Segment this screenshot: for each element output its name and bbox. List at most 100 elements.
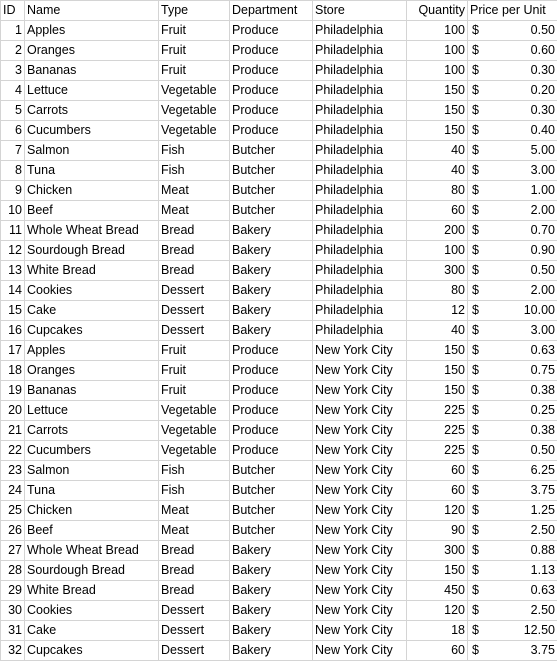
cell-quantity[interactable]: 120 [406, 600, 468, 621]
cell-department[interactable]: Butcher [229, 140, 313, 161]
cell-store[interactable]: New York City [312, 440, 407, 461]
cell-name[interactable]: Beef [24, 520, 159, 541]
cell-store[interactable]: Philadelphia [312, 140, 407, 161]
cell-id[interactable]: 11 [0, 220, 25, 241]
cell-name[interactable]: Cucumbers [24, 440, 159, 461]
cell-department[interactable]: Bakery [229, 640, 313, 661]
cell-type[interactable]: Fruit [158, 60, 230, 81]
cell-store[interactable]: New York City [312, 520, 407, 541]
cell-store[interactable]: New York City [312, 620, 407, 641]
cell-type[interactable]: Fish [158, 460, 230, 481]
cell-price-per-unit[interactable]: $0.50 [467, 260, 557, 281]
cell-id[interactable]: 16 [0, 320, 25, 341]
cell-price-per-unit[interactable]: $0.30 [467, 100, 557, 121]
cell-price-per-unit[interactable]: $10.00 [467, 300, 557, 321]
cell-name[interactable]: Carrots [24, 420, 159, 441]
cell-store[interactable]: Philadelphia [312, 320, 407, 341]
cell-store[interactable]: Philadelphia [312, 220, 407, 241]
cell-quantity[interactable]: 40 [406, 160, 468, 181]
cell-price-per-unit[interactable]: $3.75 [467, 640, 557, 661]
cell-id[interactable]: 22 [0, 440, 25, 461]
cell-type[interactable]: Fish [158, 160, 230, 181]
cell-id[interactable]: 32 [0, 640, 25, 661]
cell-price-per-unit[interactable]: $0.50 [467, 20, 557, 41]
cell-store[interactable]: Philadelphia [312, 200, 407, 221]
cell-name[interactable]: Chicken [24, 180, 159, 201]
cell-department[interactable]: Produce [229, 60, 313, 81]
cell-quantity[interactable]: 200 [406, 220, 468, 241]
cell-department[interactable]: Produce [229, 400, 313, 421]
cell-id[interactable]: 30 [0, 600, 25, 621]
header-name[interactable]: Name [24, 0, 159, 21]
cell-quantity[interactable]: 60 [406, 480, 468, 501]
cell-name[interactable]: Sourdough Bread [24, 560, 159, 581]
cell-price-per-unit[interactable]: $0.38 [467, 420, 557, 441]
header-id[interactable]: ID [0, 0, 25, 21]
cell-name[interactable]: Tuna [24, 480, 159, 501]
cell-store[interactable]: New York City [312, 600, 407, 621]
cell-type[interactable]: Dessert [158, 640, 230, 661]
cell-id[interactable]: 23 [0, 460, 25, 481]
cell-quantity[interactable]: 18 [406, 620, 468, 641]
cell-price-per-unit[interactable]: $2.50 [467, 600, 557, 621]
cell-type[interactable]: Fruit [158, 380, 230, 401]
cell-department[interactable]: Butcher [229, 200, 313, 221]
cell-id[interactable]: 3 [0, 60, 25, 81]
cell-price-per-unit[interactable]: $0.75 [467, 360, 557, 381]
cell-id[interactable]: 18 [0, 360, 25, 381]
cell-type[interactable]: Bread [158, 580, 230, 601]
cell-store[interactable]: New York City [312, 360, 407, 381]
header-store[interactable]: Store [312, 0, 407, 21]
cell-price-per-unit[interactable]: $5.00 [467, 140, 557, 161]
cell-department[interactable]: Bakery [229, 300, 313, 321]
cell-name[interactable]: Cookies [24, 280, 159, 301]
cell-department[interactable]: Bakery [229, 620, 313, 641]
cell-price-per-unit[interactable]: $0.63 [467, 340, 557, 361]
cell-department[interactable]: Butcher [229, 480, 313, 501]
cell-price-per-unit[interactable]: $0.40 [467, 120, 557, 141]
cell-department[interactable]: Bakery [229, 560, 313, 581]
cell-name[interactable]: Cucumbers [24, 120, 159, 141]
cell-quantity[interactable]: 40 [406, 320, 468, 341]
cell-department[interactable]: Bakery [229, 580, 313, 601]
cell-department[interactable]: Produce [229, 360, 313, 381]
cell-store[interactable]: New York City [312, 400, 407, 421]
cell-name[interactable]: Oranges [24, 40, 159, 61]
cell-store[interactable]: Philadelphia [312, 240, 407, 261]
cell-store[interactable]: Philadelphia [312, 280, 407, 301]
cell-quantity[interactable]: 225 [406, 420, 468, 441]
cell-type[interactable]: Dessert [158, 280, 230, 301]
cell-department[interactable]: Bakery [229, 240, 313, 261]
cell-price-per-unit[interactable]: $6.25 [467, 460, 557, 481]
cell-id[interactable]: 25 [0, 500, 25, 521]
cell-type[interactable]: Fruit [158, 360, 230, 381]
cell-price-per-unit[interactable]: $3.00 [467, 320, 557, 341]
cell-price-per-unit[interactable]: $0.20 [467, 80, 557, 101]
cell-id[interactable]: 21 [0, 420, 25, 441]
cell-store[interactable]: Philadelphia [312, 60, 407, 81]
cell-id[interactable]: 5 [0, 100, 25, 121]
cell-name[interactable]: White Bread [24, 580, 159, 601]
cell-type[interactable]: Meat [158, 180, 230, 201]
cell-quantity[interactable]: 40 [406, 140, 468, 161]
cell-name[interactable]: Whole Wheat Bread [24, 220, 159, 241]
cell-price-per-unit[interactable]: $3.00 [467, 160, 557, 181]
cell-store[interactable]: Philadelphia [312, 40, 407, 61]
cell-type[interactable]: Bread [158, 240, 230, 261]
cell-department[interactable]: Produce [229, 100, 313, 121]
cell-type[interactable]: Bread [158, 560, 230, 581]
cell-id[interactable]: 12 [0, 240, 25, 261]
cell-department[interactable]: Butcher [229, 180, 313, 201]
cell-price-per-unit[interactable]: $0.70 [467, 220, 557, 241]
cell-type[interactable]: Vegetable [158, 120, 230, 141]
cell-department[interactable]: Produce [229, 340, 313, 361]
cell-quantity[interactable]: 100 [406, 60, 468, 81]
cell-price-per-unit[interactable]: $1.00 [467, 180, 557, 201]
cell-quantity[interactable]: 80 [406, 280, 468, 301]
cell-type[interactable]: Dessert [158, 300, 230, 321]
cell-store[interactable]: New York City [312, 560, 407, 581]
cell-id[interactable]: 13 [0, 260, 25, 281]
cell-price-per-unit[interactable]: $3.75 [467, 480, 557, 501]
cell-name[interactable]: Sourdough Bread [24, 240, 159, 261]
cell-name[interactable]: Cupcakes [24, 640, 159, 661]
